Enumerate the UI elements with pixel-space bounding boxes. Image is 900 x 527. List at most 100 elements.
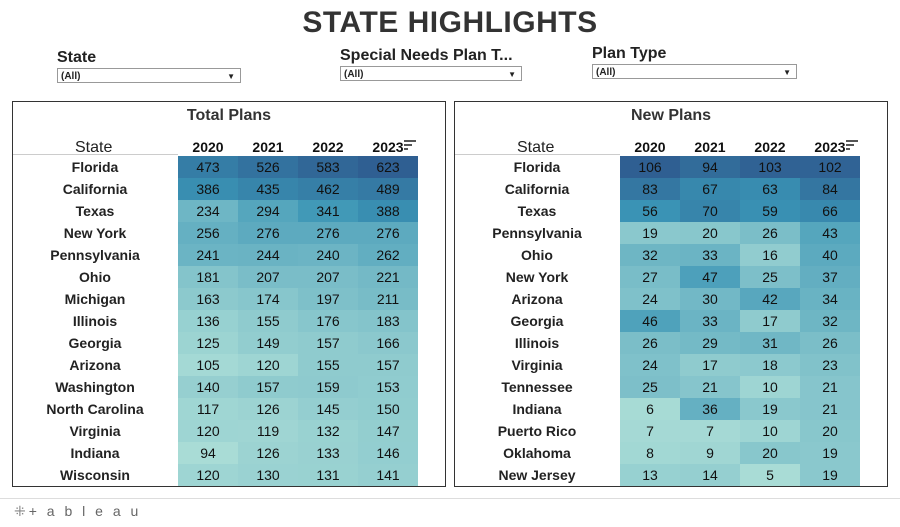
table-cell[interactable]: 221: [358, 266, 418, 288]
table-cell[interactable]: 16: [740, 244, 800, 266]
table-cell[interactable]: 120: [238, 354, 298, 376]
table-cell[interactable]: 126: [238, 398, 298, 420]
table-cell[interactable]: 70: [680, 200, 740, 222]
table-cell[interactable]: 207: [238, 266, 298, 288]
table-cell[interactable]: 18: [740, 354, 800, 376]
table-cell[interactable]: 140: [178, 376, 238, 398]
table-cell[interactable]: 276: [238, 222, 298, 244]
table-cell[interactable]: 94: [178, 442, 238, 464]
table-cell[interactable]: 14: [680, 464, 740, 486]
table-cell[interactable]: 120: [178, 464, 238, 486]
year-column-header[interactable]: 2022: [754, 139, 786, 155]
table-cell[interactable]: 46: [620, 310, 680, 332]
table-cell[interactable]: 388: [358, 200, 418, 222]
table-cell[interactable]: 136: [178, 310, 238, 332]
table-cell[interactable]: 473: [178, 156, 238, 178]
table-cell[interactable]: 240: [298, 244, 358, 266]
table-cell[interactable]: 25: [620, 376, 680, 398]
table-cell[interactable]: 174: [238, 288, 298, 310]
table-cell[interactable]: 20: [740, 442, 800, 464]
year-column-header[interactable]: 2020: [192, 139, 224, 155]
table-cell[interactable]: 147: [358, 420, 418, 442]
filter-plan-type[interactable]: Plan Type (All) ▼: [592, 45, 797, 79]
table-cell[interactable]: 26: [740, 222, 800, 244]
table-cell[interactable]: 17: [680, 354, 740, 376]
table-cell[interactable]: 106: [620, 156, 680, 178]
state-column-header[interactable]: State: [75, 139, 113, 156]
table-cell[interactable]: 36: [680, 398, 740, 420]
table-cell[interactable]: 132: [298, 420, 358, 442]
table-cell[interactable]: 234: [178, 200, 238, 222]
table-cell[interactable]: 103: [740, 156, 800, 178]
table-cell[interactable]: 19: [620, 222, 680, 244]
sort-icon[interactable]: [846, 140, 858, 150]
table-cell[interactable]: 102: [800, 156, 860, 178]
filter-state[interactable]: State (All) ▼: [57, 49, 241, 83]
table-cell[interactable]: 63: [740, 178, 800, 200]
table-cell[interactable]: 130: [238, 464, 298, 486]
table-cell[interactable]: 21: [800, 376, 860, 398]
table-cell[interactable]: 47: [680, 266, 740, 288]
table-cell[interactable]: 23: [800, 354, 860, 376]
table-cell[interactable]: 9: [680, 442, 740, 464]
table-cell[interactable]: 207: [298, 266, 358, 288]
table-cell[interactable]: 8: [620, 442, 680, 464]
table-cell[interactable]: 24: [620, 354, 680, 376]
table-cell[interactable]: 19: [740, 398, 800, 420]
table-cell[interactable]: 56: [620, 200, 680, 222]
table-cell[interactable]: 32: [620, 244, 680, 266]
chevron-down-icon[interactable]: ▼: [783, 68, 791, 77]
filter-special-needs-plan-type[interactable]: Special Needs Plan T... (All) ▼: [340, 47, 522, 81]
table-cell[interactable]: 462: [298, 178, 358, 200]
table-cell[interactable]: 141: [358, 464, 418, 486]
table-cell[interactable]: 146: [358, 442, 418, 464]
table-cell[interactable]: 159: [298, 376, 358, 398]
table-cell[interactable]: 37: [800, 266, 860, 288]
table-cell[interactable]: 117: [178, 398, 238, 420]
table-cell[interactable]: 24: [620, 288, 680, 310]
table-cell[interactable]: 126: [238, 442, 298, 464]
table-cell[interactable]: 489: [358, 178, 418, 200]
table-cell[interactable]: 59: [740, 200, 800, 222]
table-cell[interactable]: 386: [178, 178, 238, 200]
table-cell[interactable]: 19: [800, 442, 860, 464]
table-cell[interactable]: 32: [800, 310, 860, 332]
table-cell[interactable]: 183: [358, 310, 418, 332]
table-cell[interactable]: 583: [298, 156, 358, 178]
table-cell[interactable]: 145: [298, 398, 358, 420]
year-column-header[interactable]: 2021: [694, 139, 726, 155]
table-cell[interactable]: 341: [298, 200, 358, 222]
table-cell[interactable]: 197: [298, 288, 358, 310]
table-cell[interactable]: 157: [238, 376, 298, 398]
year-column-header[interactable]: 2023: [372, 139, 404, 155]
table-cell[interactable]: 83: [620, 178, 680, 200]
filter-plan-type-select[interactable]: (All) ▼: [592, 64, 797, 79]
table-cell[interactable]: 31: [740, 332, 800, 354]
table-cell[interactable]: 211: [358, 288, 418, 310]
table-cell[interactable]: 13: [620, 464, 680, 486]
table-cell[interactable]: 244: [238, 244, 298, 266]
year-column-header[interactable]: 2020: [634, 139, 666, 155]
table-cell[interactable]: 150: [358, 398, 418, 420]
table-cell[interactable]: 67: [680, 178, 740, 200]
table-cell[interactable]: 5: [740, 464, 800, 486]
table-cell[interactable]: 21: [800, 398, 860, 420]
table-cell[interactable]: 294: [238, 200, 298, 222]
table-cell[interactable]: 276: [298, 222, 358, 244]
table-cell[interactable]: 125: [178, 332, 238, 354]
year-column-header[interactable]: 2022: [312, 139, 344, 155]
table-cell[interactable]: 26: [620, 332, 680, 354]
table-cell[interactable]: 157: [358, 354, 418, 376]
chevron-down-icon[interactable]: ▼: [227, 72, 235, 81]
table-cell[interactable]: 435: [238, 178, 298, 200]
table-cell[interactable]: 163: [178, 288, 238, 310]
table-cell[interactable]: 119: [238, 420, 298, 442]
table-cell[interactable]: 7: [680, 420, 740, 442]
table-cell[interactable]: 34: [800, 288, 860, 310]
table-cell[interactable]: 29: [680, 332, 740, 354]
tableau-logo[interactable]: ⁜ + a b l e a u: [14, 503, 141, 520]
table-cell[interactable]: 623: [358, 156, 418, 178]
table-cell[interactable]: 40: [800, 244, 860, 266]
table-cell[interactable]: 157: [298, 332, 358, 354]
table-cell[interactable]: 526: [238, 156, 298, 178]
